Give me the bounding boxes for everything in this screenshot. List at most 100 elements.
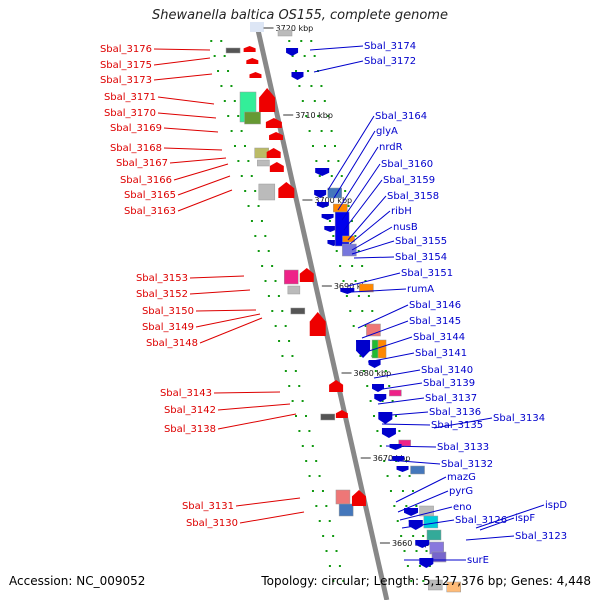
gene-arrow-reverse	[351, 490, 366, 506]
track-dot	[305, 115, 308, 117]
map-title: Shewanella baltica OS155, complete genom…	[152, 8, 448, 23]
leader-line	[157, 96, 215, 105]
track-dot	[318, 520, 321, 522]
gene-arrow-reverse	[269, 132, 284, 140]
track-dot	[415, 505, 418, 507]
gene-label-Sbal_3149: Sbal_3149	[142, 322, 194, 333]
track-dot	[337, 160, 340, 162]
track-dot	[310, 85, 313, 87]
track-dot	[330, 130, 333, 132]
track-dot	[291, 355, 294, 357]
track-dot	[342, 280, 345, 282]
track-dot	[298, 430, 301, 432]
gene-label-Sbal_3126: Sbal_3126	[455, 515, 507, 526]
track-dot	[271, 310, 274, 312]
track-dot	[217, 70, 220, 72]
gene-arrow-forward	[286, 48, 299, 56]
backbone-end-marker	[250, 22, 264, 32]
leader-line	[169, 157, 227, 164]
gene-arrow-forward	[415, 540, 430, 548]
track-dot	[213, 55, 216, 57]
gene-block	[258, 183, 276, 201]
track-dot	[301, 445, 304, 447]
track-dot	[412, 535, 415, 537]
gene-block	[290, 307, 306, 315]
gene-features	[225, 29, 462, 593]
leader-line	[157, 112, 217, 119]
track-dot	[288, 385, 291, 387]
leader-line	[395, 476, 447, 503]
track-dot	[332, 235, 335, 237]
scale-label: 3700 kbp	[314, 196, 352, 205]
track-dot	[406, 565, 409, 567]
track-dot	[274, 325, 277, 327]
gene-label-Sbal_3159: Sbal_3159	[383, 175, 435, 186]
track-dot	[260, 220, 263, 222]
track-dot	[320, 85, 323, 87]
track-dot	[315, 160, 318, 162]
gene-block	[287, 285, 301, 295]
track-dot	[298, 85, 301, 87]
gene-label-Sbal_3131: Sbal_3131	[182, 501, 234, 512]
leader-line	[327, 115, 375, 191]
track-dot	[230, 130, 233, 132]
gene-arrow-forward	[374, 394, 387, 402]
track-dot	[344, 190, 347, 192]
track-dot	[250, 175, 253, 177]
gene-label-Sbal_3166: Sbal_3166	[120, 175, 172, 186]
gene-label-Sbal_3168: Sbal_3168	[110, 143, 162, 154]
track-dot	[308, 130, 311, 132]
track-dot	[301, 400, 304, 402]
gene-block	[431, 551, 447, 563]
track-dot	[308, 475, 311, 477]
gene-label-Sbal_3135: Sbal_3135	[431, 420, 483, 431]
gene-arrow-forward	[381, 428, 396, 438]
leader-line	[353, 256, 395, 259]
track-dot	[240, 175, 243, 177]
leader-line	[349, 210, 391, 245]
leader-line	[381, 423, 431, 426]
gene-label-Sbal_3138: Sbal_3138	[164, 424, 216, 435]
gene-block	[410, 465, 425, 475]
track-dot	[410, 580, 413, 582]
track-dot	[291, 400, 294, 402]
track-dot	[330, 175, 333, 177]
track-dot	[307, 70, 310, 72]
gene-label-Sbal_3132: Sbal_3132	[441, 459, 493, 470]
track-dot	[391, 400, 394, 402]
gene-label-mazG: mazG	[447, 472, 476, 483]
track-dot	[328, 220, 331, 222]
track-dot	[281, 355, 284, 357]
track-dot	[247, 205, 250, 207]
gene-arrow-forward	[316, 202, 329, 208]
scale-label: 3680 kbp	[354, 369, 392, 378]
gene-label-Sbal_3153: Sbal_3153	[136, 273, 188, 284]
track-dot	[405, 505, 408, 507]
gene-block	[335, 489, 351, 505]
track-dot	[295, 70, 298, 72]
track-dot	[357, 250, 360, 252]
gene-label-rumA: rumA	[407, 284, 434, 295]
leader-line	[163, 147, 223, 151]
accession-label: Accession: NC_009052	[9, 574, 146, 588]
gene-label-Sbal_3144: Sbal_3144	[413, 332, 465, 343]
gene-label-pyrG: pyrG	[449, 486, 473, 497]
gene-label-Sbal_3174: Sbal_3174	[364, 41, 416, 52]
gene-arrow-forward	[321, 214, 334, 220]
gene-label-nrdR: nrdR	[379, 142, 403, 153]
track-dot	[374, 370, 377, 372]
leader-line	[387, 459, 441, 465]
leader-line	[401, 519, 455, 529]
gene-block	[333, 203, 348, 213]
track-dot	[366, 385, 369, 387]
gene-arrow-reverse	[249, 72, 262, 78]
gene-arrow-forward	[372, 384, 385, 392]
gene-block	[225, 47, 241, 54]
track-dot	[274, 280, 277, 282]
gene-label-ispD: ispD	[545, 500, 567, 511]
scale-label: 3660 kbp	[392, 539, 430, 548]
gene-arrow-forward	[404, 508, 419, 516]
track-dot	[425, 550, 428, 552]
gene-block	[377, 339, 387, 359]
gene-block	[359, 283, 374, 293]
